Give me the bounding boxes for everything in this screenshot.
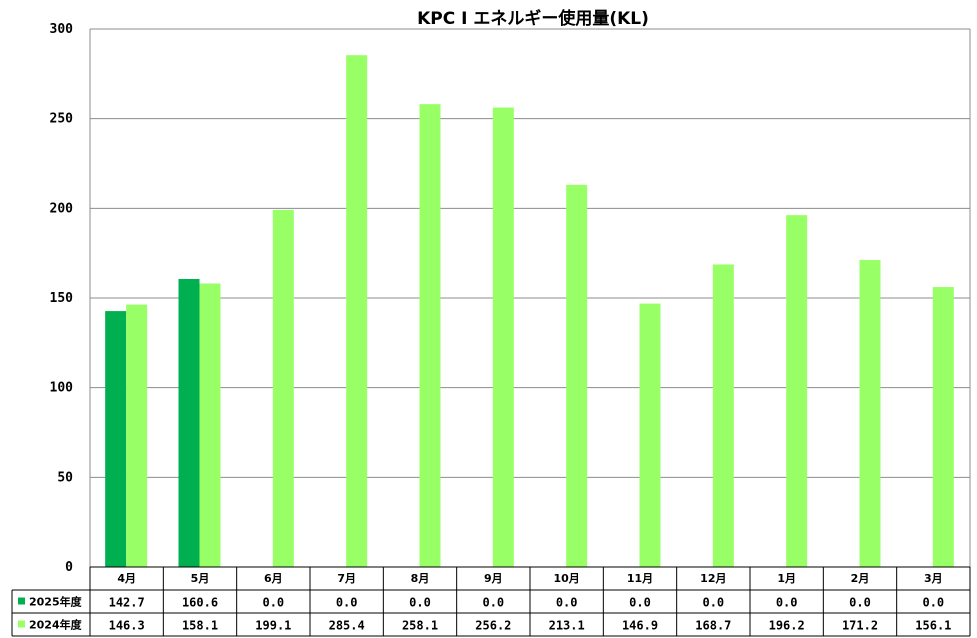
bar-fy2024 — [859, 259, 881, 567]
category-label: 2月 — [851, 572, 870, 585]
data-label: 142.7 — [109, 596, 145, 610]
data-label: 213.1 — [549, 619, 585, 633]
bar-fy2025 — [105, 311, 127, 567]
y-tick-label: 100 — [50, 381, 74, 396]
y-tick-labels: 0 50 100 150 200 250 300 — [50, 22, 74, 575]
data-label: 168.7 — [695, 619, 731, 633]
data-label: 0.0 — [922, 596, 944, 610]
category-label: 6月 — [264, 572, 283, 585]
data-label: 0.0 — [556, 596, 578, 610]
bar-fy2025 — [178, 278, 200, 567]
data-label: 0.0 — [409, 596, 431, 610]
data-label: 285.4 — [329, 619, 365, 633]
bar-fy2024 — [712, 264, 734, 567]
data-label: 0.0 — [702, 596, 724, 610]
bar-fy2024 — [566, 184, 588, 567]
bar-fy2024 — [126, 304, 148, 567]
category-label: 9月 — [484, 572, 503, 585]
category-label: 4月 — [117, 572, 136, 585]
data-label: 0.0 — [482, 596, 504, 610]
data-label: 0.0 — [262, 596, 284, 610]
legend-key — [18, 597, 25, 605]
category-label: 8月 — [411, 572, 430, 585]
data-label: 0.0 — [776, 596, 798, 610]
data-label: 171.2 — [842, 619, 878, 633]
bar-fy2024 — [272, 209, 294, 567]
data-label: 258.1 — [402, 619, 438, 633]
category-label: 7月 — [337, 572, 356, 585]
data-label: 146.3 — [109, 619, 145, 633]
data-label: 199.1 — [255, 619, 291, 633]
bar-fy2024 — [932, 287, 954, 567]
bar-fy2024 — [199, 283, 221, 567]
data-label: 156.1 — [915, 619, 951, 633]
y-tick-label: 250 — [50, 112, 74, 127]
grid-lines — [90, 28, 970, 478]
chart-title: KPC I エネルギー使用量(KL) — [417, 8, 649, 29]
category-label: 11月 — [627, 572, 653, 585]
data-label: 160.6 — [182, 596, 218, 610]
y-tick-label: 150 — [50, 291, 74, 306]
bar-fy2024 — [419, 104, 441, 568]
series-name: 2025年度 — [29, 595, 83, 609]
y-tick-label: 0 — [65, 560, 73, 575]
bar-fy2024 — [786, 215, 808, 567]
category-label: 10月 — [554, 572, 580, 585]
category-label: 1月 — [777, 572, 796, 585]
bar-fy2024 — [346, 55, 368, 567]
category-label: 12月 — [700, 572, 726, 585]
y-tick-label: 50 — [57, 470, 73, 485]
data-label: 0.0 — [629, 596, 651, 610]
data-label: 256.2 — [475, 619, 511, 633]
data-label: 146.9 — [622, 619, 658, 633]
bar-fy2024 — [492, 107, 514, 567]
data-label: 0.0 — [336, 596, 358, 610]
bars — [105, 55, 954, 568]
y-tick-label: 300 — [50, 22, 74, 37]
data-label: 0.0 — [849, 596, 871, 610]
series-name: 2024年度 — [29, 618, 83, 632]
data-label: 196.2 — [769, 619, 805, 633]
data-table: 4月 5月 6月 7月 8月 9月 10月 11月 12月 1月 2月 3月 2025年度 142.7 16… — [11, 567, 971, 637]
category-label: 5月 — [191, 572, 210, 585]
bar-fy2024 — [639, 303, 661, 567]
category-label: 3月 — [924, 572, 943, 585]
data-label: 158.1 — [182, 619, 218, 633]
legend-key — [18, 620, 25, 628]
y-tick-label: 200 — [50, 201, 74, 216]
